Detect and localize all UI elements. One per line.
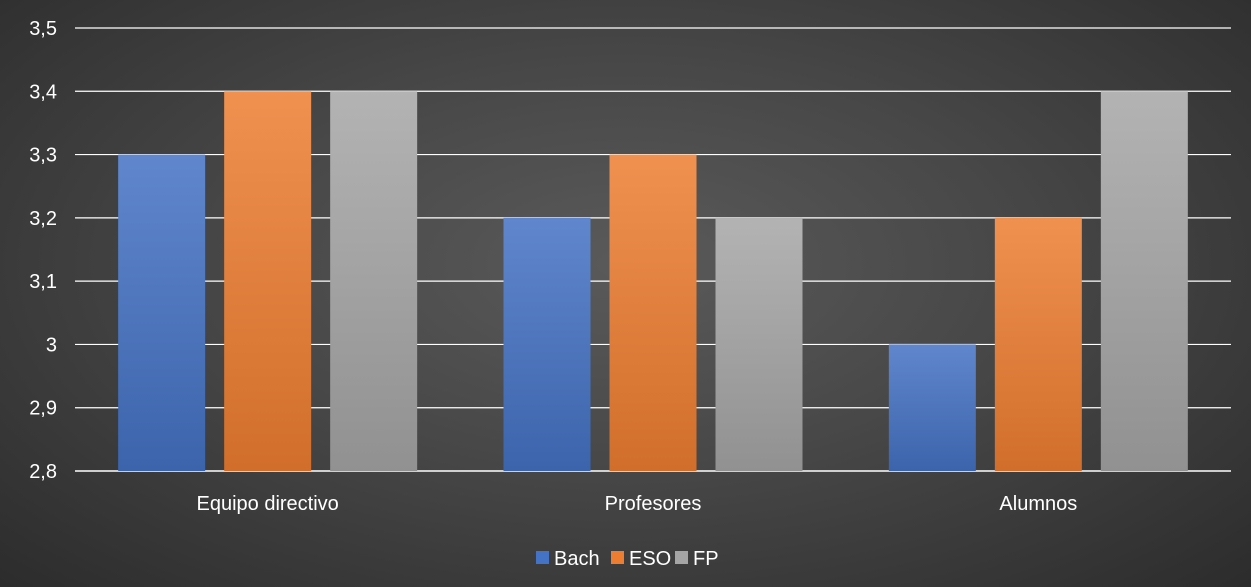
y-axis-ticks: 2,8 2,9 3 3,1 3,2 3,3 3,4 3,5: [29, 18, 57, 483]
legend-label: FP: [693, 548, 719, 570]
x-category-label: Profesores: [605, 493, 702, 515]
legend-item-bach: Bach: [536, 548, 600, 570]
y-tick-label: 3,5: [29, 18, 57, 40]
legend-label: ESO: [629, 548, 671, 570]
legend-swatch: [675, 551, 688, 564]
legend-item-eso: ESO: [611, 548, 671, 570]
bar-eso-1: [610, 155, 697, 471]
y-tick-label: 3: [46, 334, 57, 356]
y-tick-label: 2,8: [29, 461, 57, 483]
bars: [118, 91, 1188, 471]
legend-label: Bach: [554, 548, 600, 570]
x-axis-categories: Equipo directivo Profesores Alumnos: [197, 493, 1078, 515]
legend-swatch: [536, 551, 549, 564]
bar-bach-0: [118, 155, 205, 471]
bar-eso-2: [995, 218, 1082, 471]
bar-fp-2: [1101, 91, 1188, 471]
bar-bach-2: [889, 344, 976, 471]
legend-swatch: [611, 551, 624, 564]
bar-fp-0: [330, 91, 417, 471]
y-tick-label: 3,3: [29, 145, 57, 167]
y-tick-label: 2,9: [29, 398, 57, 420]
bar-bach-1: [504, 218, 591, 471]
y-tick-label: 3,2: [29, 208, 57, 230]
bar-eso-0: [224, 91, 311, 471]
y-tick-label: 3,1: [29, 271, 57, 293]
y-tick-label: 3,4: [29, 81, 57, 103]
bar-fp-1: [716, 218, 803, 471]
x-category-label: Equipo directivo: [197, 493, 339, 515]
legend: Bach ESO FP: [536, 548, 719, 570]
legend-item-fp: FP: [675, 548, 719, 570]
x-category-label: Alumnos: [999, 493, 1077, 515]
